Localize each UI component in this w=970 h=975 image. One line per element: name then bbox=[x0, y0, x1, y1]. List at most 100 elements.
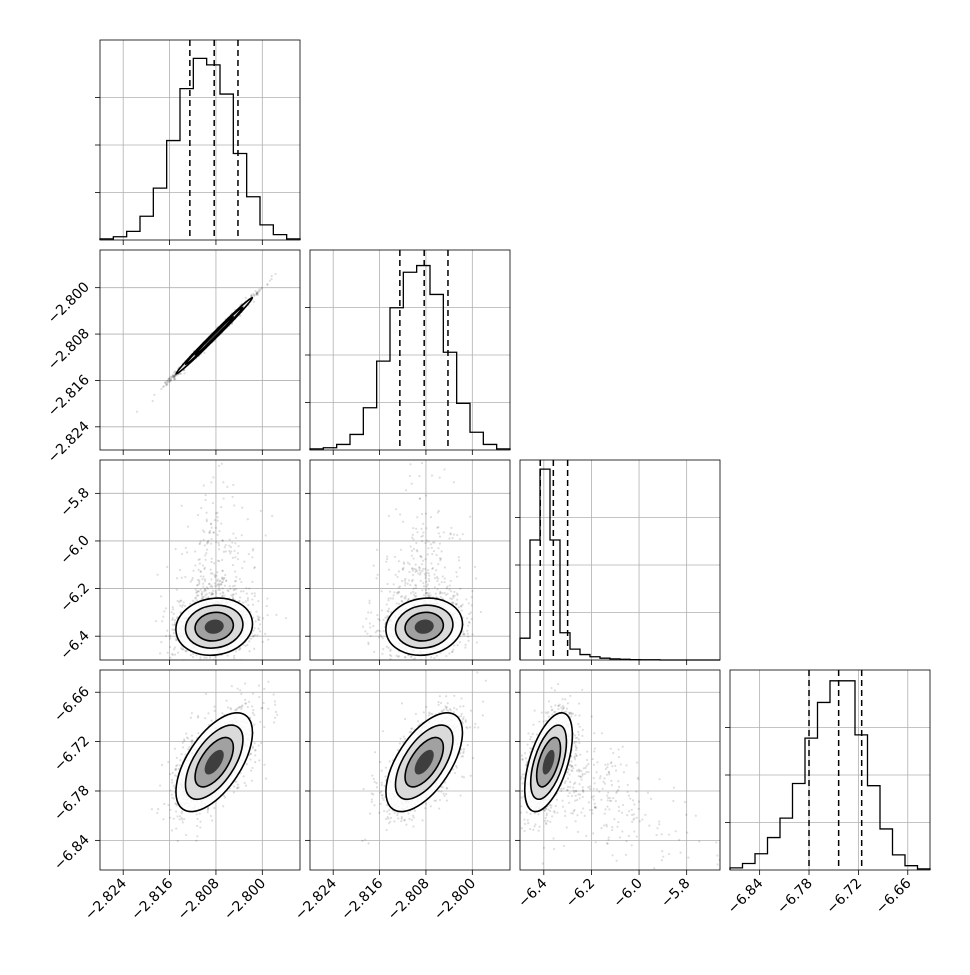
scatter-point bbox=[471, 604, 473, 606]
scatter-point bbox=[369, 635, 371, 637]
scatter-point bbox=[252, 635, 254, 637]
scatter-point bbox=[181, 606, 183, 608]
scatter-point bbox=[467, 633, 469, 635]
scatter-point bbox=[453, 595, 455, 597]
scatter-point bbox=[239, 578, 241, 580]
scatter-point bbox=[210, 523, 212, 525]
scatter-point bbox=[168, 377, 170, 379]
scatter-point bbox=[248, 701, 250, 703]
scatter-point bbox=[202, 529, 204, 531]
scatter-point bbox=[453, 591, 455, 593]
scatter-point bbox=[424, 573, 426, 575]
scatter-point bbox=[241, 567, 243, 569]
scatter-point bbox=[420, 555, 422, 557]
scatter-point bbox=[467, 635, 469, 637]
scatter-point bbox=[212, 502, 214, 504]
scatter-point bbox=[439, 536, 441, 538]
scatter-point bbox=[271, 515, 273, 517]
scatter-point bbox=[233, 791, 235, 793]
scatter-point bbox=[419, 567, 421, 569]
scatter-point bbox=[222, 672, 224, 674]
scatter-point bbox=[458, 559, 460, 561]
scatter-point bbox=[171, 376, 173, 378]
scatter-point bbox=[404, 584, 406, 586]
scatter-point bbox=[245, 600, 247, 602]
scatter-point bbox=[425, 527, 427, 529]
scatter-point bbox=[165, 607, 167, 609]
scatter-point bbox=[392, 597, 394, 599]
scatter-point bbox=[248, 553, 250, 555]
scatter-point bbox=[227, 654, 229, 656]
scatter-point bbox=[401, 601, 403, 603]
scatter-point bbox=[181, 648, 183, 650]
scatter-point bbox=[222, 481, 224, 483]
scatter-point bbox=[267, 638, 269, 640]
scatter-point bbox=[460, 605, 462, 607]
scatter-point bbox=[404, 582, 406, 584]
scatter-point bbox=[203, 484, 205, 486]
scatter-point bbox=[241, 507, 243, 509]
scatter-point bbox=[422, 582, 424, 584]
scatter-point bbox=[199, 656, 201, 658]
scatter-point bbox=[411, 483, 413, 485]
scatter-point bbox=[427, 547, 429, 549]
scatter-point bbox=[436, 527, 438, 529]
scatter-point bbox=[197, 559, 199, 561]
scatter-panel-2-1 bbox=[310, 409, 510, 672]
scatter-point bbox=[192, 600, 194, 602]
scatter-point bbox=[428, 580, 430, 582]
scatter-point bbox=[262, 617, 264, 619]
scatter-point bbox=[467, 625, 469, 627]
scatter-point bbox=[408, 571, 410, 573]
scatter-point bbox=[218, 580, 220, 582]
scatter-point bbox=[162, 386, 164, 388]
scatter-point bbox=[258, 696, 260, 698]
scatter-point bbox=[448, 588, 450, 590]
scatter-point bbox=[433, 657, 435, 659]
scatter-point bbox=[271, 275, 273, 277]
scatter-point bbox=[436, 588, 438, 590]
scatter-point bbox=[254, 634, 256, 636]
scatter-point bbox=[176, 600, 178, 602]
scatter-point bbox=[264, 633, 266, 635]
scatter-point bbox=[218, 465, 220, 467]
scatter-point bbox=[364, 630, 366, 632]
scatter-point bbox=[459, 588, 461, 590]
scatter-point bbox=[426, 540, 428, 542]
scatter-point bbox=[198, 590, 200, 592]
scatter-point bbox=[409, 463, 411, 465]
scatter-point bbox=[422, 523, 424, 525]
scatter-point bbox=[367, 611, 369, 613]
scatter-point bbox=[456, 576, 458, 578]
scatter-point bbox=[203, 352, 205, 354]
scatter-point bbox=[202, 564, 204, 566]
scatter-point bbox=[444, 566, 446, 568]
scatter-point bbox=[252, 548, 254, 550]
scatter-point bbox=[435, 569, 437, 571]
scatter-point bbox=[192, 577, 194, 579]
scatter-point bbox=[201, 591, 203, 593]
scatter-point bbox=[188, 746, 190, 748]
scatter-point bbox=[212, 476, 214, 478]
scatter-point bbox=[439, 477, 441, 479]
scatter-point bbox=[206, 593, 208, 595]
scatter-point bbox=[266, 597, 268, 599]
scatter-point bbox=[237, 558, 239, 560]
scatter-point bbox=[393, 591, 395, 593]
scatter-point bbox=[239, 596, 241, 598]
scatter-point bbox=[202, 576, 204, 578]
scatter-point bbox=[199, 813, 201, 815]
scatter-point bbox=[416, 531, 418, 533]
scatter-point bbox=[216, 571, 218, 573]
scatter-point bbox=[136, 411, 138, 413]
scatter-point bbox=[169, 635, 171, 637]
scatter-point bbox=[240, 590, 242, 592]
scatter-point bbox=[181, 553, 183, 555]
scatter-point bbox=[198, 579, 200, 581]
scatter-point bbox=[247, 518, 249, 520]
scatter-point bbox=[446, 587, 448, 589]
scatter-point bbox=[468, 613, 470, 615]
scatter-point bbox=[453, 533, 455, 535]
scatter-point bbox=[258, 288, 260, 290]
scatter-point bbox=[379, 619, 381, 621]
